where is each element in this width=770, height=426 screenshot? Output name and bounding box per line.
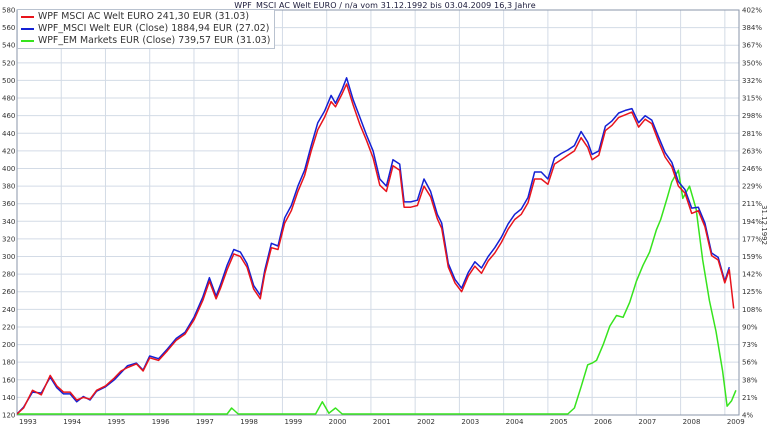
y-right-tick: 4% [742,412,753,420]
x-tick: 1999 [284,418,302,426]
legend-label-1: WPF MSCI AC Welt EURO 241,30 EUR (31.03) [38,11,250,22]
y-right-tick: 246% [742,165,762,173]
plot-frame [16,9,740,416]
y-left-tick: 560 [2,24,15,32]
x-tick: 2008 [683,418,701,426]
y-right-axis-label: 31.12.1992 [760,205,768,245]
y-left-tick: 480 [2,95,15,103]
y-right-tick: 402% [742,7,762,15]
y-left-tick: 300 [2,253,15,261]
y-left-tick: 320 [2,235,15,243]
y-right-tick: 73% [742,341,758,349]
x-tick: 1996 [152,418,170,426]
x-tick: 1995 [107,418,125,426]
x-tick: 2003 [461,418,479,426]
y-left-tick: 360 [2,200,15,208]
x-tick: 2000 [329,418,347,426]
y-right-tick: 194% [742,218,762,226]
y-right-tick: 315% [742,95,762,103]
legend-label-2: WPF_MSCI Welt EUR (Close) 1884,94 EUR (2… [38,23,270,34]
y-left-tick: 220 [2,323,15,331]
y-right-tick: 38% [742,376,758,384]
y-left-tick: 240 [2,306,15,314]
y-right-tick: 367% [742,42,762,50]
legend-swatch-1 [21,16,34,18]
y-right-tick: 159% [742,253,762,261]
y-right-tick: 125% [742,288,762,296]
y-right-tick: 211% [742,200,762,208]
y-left-tick: 160 [2,376,15,384]
y-left-tick: 180 [2,359,15,367]
legend-label-3: WPF_EM Markets EUR (Close) 739,57 EUR (3… [38,35,271,46]
legend: WPF MSCI AC Welt EURO 241,30 EUR (31.03)… [17,9,276,49]
x-tick: 2004 [506,418,524,426]
x-tick: 2001 [373,418,391,426]
x-tick: 2009 [727,418,745,426]
y-left-tick: 340 [2,218,15,226]
x-tick: 1993 [19,418,37,426]
y-right-tick: 108% [742,306,762,314]
y-left-tick: 260 [2,288,15,296]
y-right-tick: 332% [742,77,762,85]
y-right-tick: 384% [742,24,762,32]
y-left-tick: 280 [2,271,15,279]
y-left-tick: 540 [2,42,15,50]
y-left-tick: 440 [2,130,15,138]
series-line-1 [17,83,735,415]
x-tick: 2006 [594,418,612,426]
y-left-tick: 140 [2,394,15,402]
legend-entry-1: WPF MSCI AC Welt EURO 241,30 EUR (31.03) [21,11,270,23]
x-tick: 2007 [638,418,656,426]
y-left-tick: 420 [2,147,15,155]
legend-swatch-2 [21,28,34,30]
x-tick: 2005 [550,418,568,426]
y-left-tick: 200 [2,341,15,349]
y-right-tick: 142% [742,271,762,279]
legend-entry-3: WPF_EM Markets EUR (Close) 739,57 EUR (3… [21,35,270,47]
y-left-tick: 500 [2,77,15,85]
y-left-tick: 580 [2,7,15,15]
y-left-tick: 520 [2,59,15,67]
y-right-tick: 350% [742,59,762,67]
y-left-tick: 460 [2,112,15,120]
x-tick: 1994 [63,418,81,426]
x-tick: 2002 [417,418,435,426]
y-right-tick: 21% [742,394,758,402]
y-left-tick: 120 [2,412,15,420]
y-left-tick: 400 [2,165,15,173]
y-right-tick: 263% [742,147,762,155]
legend-swatch-3 [21,40,34,42]
y-right-tick: 56% [742,359,758,367]
y-right-tick: 177% [742,235,762,243]
series-line-3 [17,169,737,415]
chart-title: WPF_MSCI AC Welt EURO / n/a vom 31.12.19… [234,1,536,10]
y-right-tick: 298% [742,112,762,120]
y-right-tick: 90% [742,323,758,331]
legend-entry-2: WPF_MSCI Welt EUR (Close) 1884,94 EUR (2… [21,23,270,35]
y-right-tick: 281% [742,130,762,138]
x-tick: 1998 [240,418,258,426]
y-left-tick: 380 [2,183,15,191]
plot-background [17,10,739,415]
x-tick: 1997 [196,418,214,426]
y-right-tick: 229% [742,183,762,191]
